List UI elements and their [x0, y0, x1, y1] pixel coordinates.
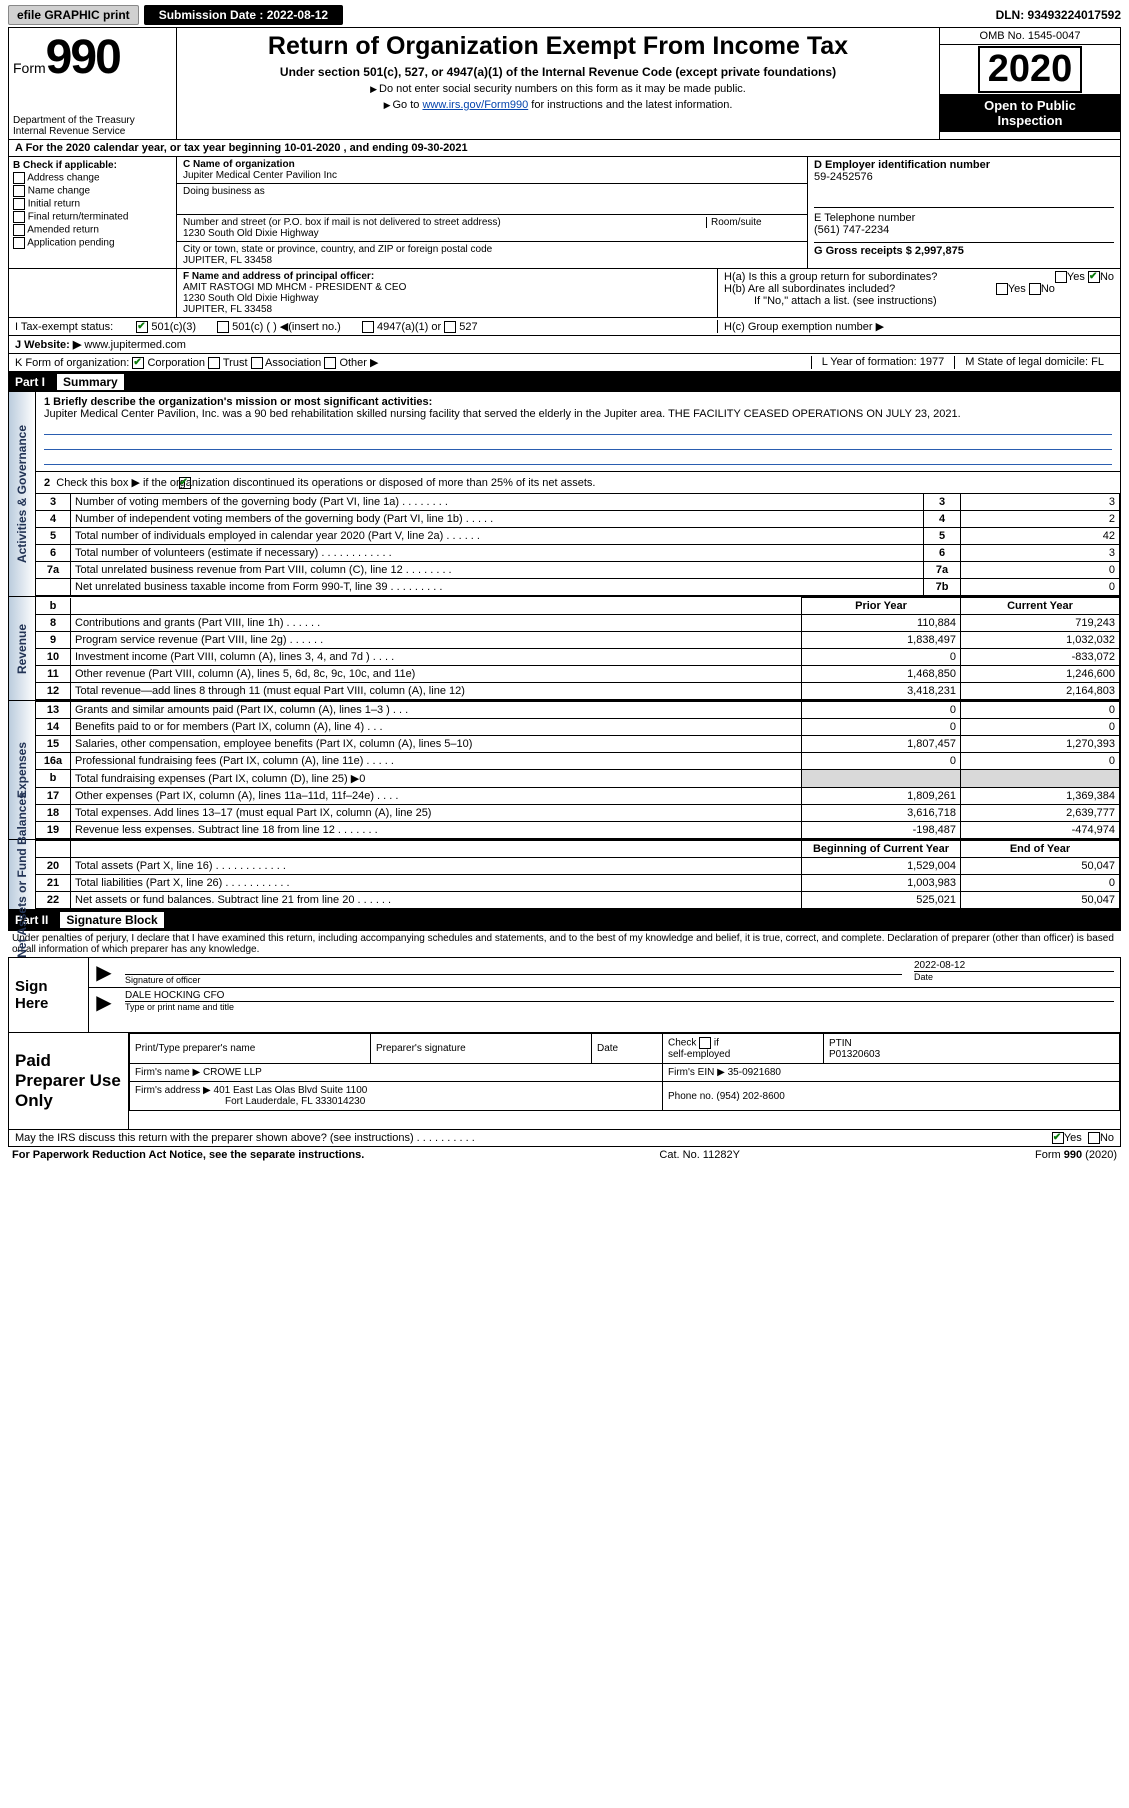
hdr-line2: Go to www.irs.gov/Form990 for instructio… [183, 99, 933, 111]
rev-table: b Prior Year Current Year 8Contributions… [36, 597, 1120, 700]
check-address[interactable] [13, 172, 25, 184]
hdr-line1: Do not enter social security numbers on … [183, 83, 933, 95]
discuss-row: May the IRS discuss this return with the… [8, 1130, 1121, 1147]
check-final[interactable] [13, 211, 25, 223]
paid-preparer-block: Paid Preparer Use Only Print/Type prepar… [8, 1033, 1121, 1130]
i-4947[interactable] [362, 321, 374, 333]
net-table: Beginning of Current Year End of Year 20… [36, 840, 1120, 909]
row-j: J Website: ▶ www.jupitermed.com [9, 336, 1120, 354]
irs-link[interactable]: www.irs.gov/Form990 [422, 99, 528, 111]
box-g: G Gross receipts $ 2,997,875 [814, 242, 1114, 257]
discuss-yes[interactable] [1052, 1132, 1064, 1144]
part1-header: Part ISummary [9, 372, 1120, 392]
line2-check[interactable] [179, 477, 191, 489]
ha-no[interactable] [1088, 271, 1100, 283]
form-label: Form990 [13, 30, 172, 85]
dept-label: Department of the Treasury Internal Reve… [13, 115, 172, 137]
sign-block: Sign Here ▶ Signature of officer 2022-08… [8, 958, 1121, 1033]
k-assoc[interactable] [251, 357, 263, 369]
penalty-text: Under penalties of perjury, I declare th… [8, 931, 1121, 958]
exp-table: 13Grants and similar amounts paid (Part … [36, 701, 1120, 839]
box-e: E Telephone number (561) 747-2234 [814, 208, 1114, 236]
tax-year: 2020 [978, 46, 1083, 93]
side-governance: Activities & Governance [9, 392, 36, 596]
box-c-addr: Number and street (or P.O. box if mail i… [177, 215, 807, 242]
ha-yes[interactable] [1055, 271, 1067, 283]
check-initial[interactable] [13, 198, 25, 210]
form-title: Return of Organization Exempt From Incom… [183, 32, 933, 61]
hb-yes[interactable] [996, 283, 1008, 295]
check-pending[interactable] [13, 237, 25, 249]
check-amended[interactable] [13, 224, 25, 236]
form-subtitle: Under section 501(c), 527, or 4947(a)(1)… [183, 65, 933, 79]
discuss-no[interactable] [1088, 1132, 1100, 1144]
box-b: B Check if applicable: Address change Na… [9, 157, 177, 268]
k-corp[interactable] [132, 357, 144, 369]
check-name[interactable] [13, 185, 25, 197]
i-501c3[interactable] [136, 321, 148, 333]
omb: OMB No. 1545-0047 [940, 28, 1120, 45]
sign-arrow2-icon: ▶ [89, 988, 119, 1017]
box-d: D Employer identification number 59-2452… [814, 159, 1114, 208]
box-c-dba: Doing business as [177, 184, 807, 215]
dln: DLN: 93493224017592 [996, 8, 1121, 22]
sign-arrow-icon: ▶ [89, 958, 119, 987]
open-inspection: Open to PublicInspection [940, 94, 1120, 132]
topbar: efile GRAPHIC print Submission Date : 20… [8, 5, 1121, 25]
box-c-name: C Name of organization Jupiter Medical C… [177, 157, 807, 184]
box-c-city: City or town, state or province, country… [177, 242, 807, 268]
row-k: K Form of organization: Corporation Trus… [9, 354, 1120, 372]
k-trust[interactable] [208, 357, 220, 369]
line-a: A For the 2020 calendar year, or tax yea… [9, 140, 1120, 157]
i-527[interactable] [444, 321, 456, 333]
submission-date-button[interactable]: Submission Date : 2022-08-12 [144, 5, 343, 25]
part2-header: Part IISignature Block [9, 910, 1120, 930]
self-employed-check[interactable] [699, 1037, 711, 1049]
side-revenue: Revenue [9, 597, 36, 700]
gov-table: 3Number of voting members of the governi… [36, 493, 1120, 596]
box-f: F Name and address of principal officer:… [177, 269, 718, 317]
mission-block: 1 Briefly describe the organization's mi… [36, 392, 1120, 472]
row-i: I Tax-exempt status: 501(c)(3) 501(c) ( … [9, 318, 1120, 336]
side-netassets: Net Assets or Fund Balances [9, 840, 36, 909]
box-hc: H(c) Group exemption number ▶ [717, 320, 1114, 333]
hb-no[interactable] [1029, 283, 1041, 295]
page-footer: For Paperwork Reduction Act Notice, see … [8, 1147, 1121, 1163]
i-501c[interactable] [217, 321, 229, 333]
k-other[interactable] [324, 357, 336, 369]
efile-button[interactable]: efile GRAPHIC print [8, 5, 139, 25]
box-h: H(a) Is this a group return for subordin… [718, 269, 1120, 317]
